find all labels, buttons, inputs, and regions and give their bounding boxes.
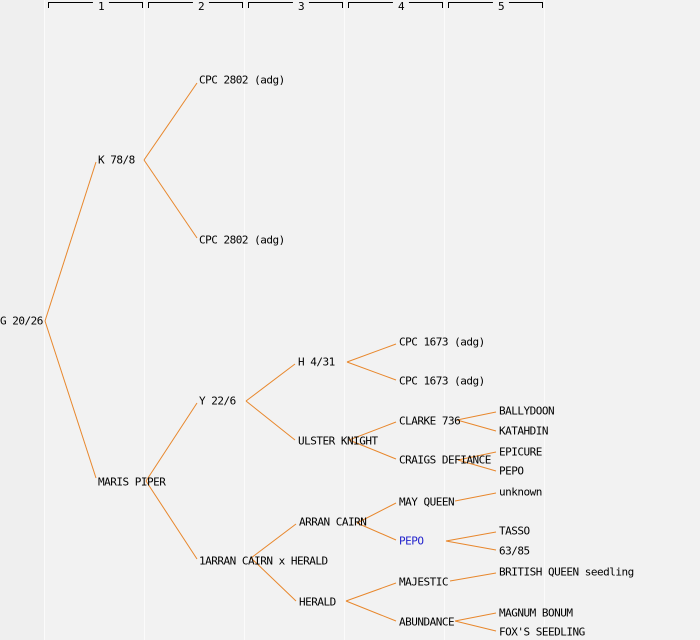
ruler-bracket: 4 bbox=[348, 1, 443, 13]
column-separator bbox=[344, 0, 345, 640]
node-label-majestic: MAJESTIC bbox=[399, 575, 448, 589]
left-margin bbox=[0, 0, 44, 640]
ruler-bracket: 5 bbox=[448, 1, 543, 13]
edge-line bbox=[143, 159, 198, 239]
edge-line bbox=[454, 620, 497, 632]
edge-line bbox=[445, 540, 497, 551]
edge-line bbox=[356, 522, 397, 541]
node-label-ulster-knight: ULSTER KNIGHT bbox=[298, 434, 378, 448]
node-label-epicure: EPICURE bbox=[499, 445, 542, 459]
ruler-label-5: 5 bbox=[492, 1, 510, 13]
node-label-foxs-seedling: FOX'S SEEDLING bbox=[499, 625, 585, 639]
edge-line bbox=[456, 411, 497, 421]
edge-line bbox=[348, 439, 397, 460]
edge-line bbox=[346, 361, 397, 381]
node-label-herald: HERALD bbox=[299, 595, 336, 609]
edge-line bbox=[250, 557, 297, 602]
node-label-craigs-defiance: CRAIGS DEFIANCE bbox=[399, 453, 491, 467]
column-separator bbox=[44, 0, 45, 640]
node-label-magnum-bonum: MAGNUM BONUM bbox=[499, 606, 573, 620]
edge-line bbox=[445, 531, 497, 542]
ruler-bracket: 1 bbox=[48, 1, 143, 13]
edge-line bbox=[345, 600, 397, 622]
node-label-cpc-2802-adg-2: CPC 2802 (adg) bbox=[199, 233, 285, 247]
node-label-arran-cairn: ARRAN CAIRN bbox=[299, 515, 367, 529]
node-label-arran-cairn-x-herald: 1ARRAN CAIRN x HERALD bbox=[199, 554, 328, 568]
node-label-katahdin: KATAHDIN bbox=[499, 424, 548, 438]
node-label-maris-piper: MARIS PIPER bbox=[98, 475, 166, 489]
edge-line bbox=[245, 400, 296, 441]
edge-line bbox=[145, 402, 198, 482]
edge-line bbox=[456, 419, 497, 432]
ruler-bracket: 3 bbox=[248, 1, 343, 13]
node-label-h-4-31: H 4/31 bbox=[298, 355, 335, 369]
column-separator bbox=[244, 0, 245, 640]
ruler-label-3: 3 bbox=[292, 1, 310, 13]
node-label-unknown: unknown bbox=[499, 485, 542, 499]
ruler-bracket: 2 bbox=[148, 1, 243, 13]
node-label-63-85: 63/85 bbox=[499, 544, 530, 558]
ruler-label-1: 1 bbox=[92, 1, 110, 13]
node-label-tasso: TASSO bbox=[499, 524, 530, 538]
ruler-label-2: 2 bbox=[192, 1, 210, 13]
ruler-label-4: 4 bbox=[392, 1, 410, 13]
edge-line bbox=[454, 612, 497, 622]
node-label-british-queen-seedling: BRITISH QUEEN seedling bbox=[499, 565, 634, 579]
edge-line bbox=[245, 363, 296, 402]
node-label-clarke-736: CLARKE 736 bbox=[399, 414, 461, 428]
node-label-cpc-2802-adg-1: CPC 2802 (adg) bbox=[199, 73, 285, 87]
node-label-abundance: ABUNDANCE bbox=[399, 615, 455, 629]
edge-line bbox=[145, 480, 198, 560]
column-separator bbox=[444, 0, 445, 640]
node-label-cpc-1673-adg-1: CPC 1673 (adg) bbox=[399, 335, 485, 349]
edge-line bbox=[44, 161, 97, 322]
node-label-y-22-6: Y 22/6 bbox=[199, 394, 236, 408]
node-label-cpc-1673-adg-2: CPC 1673 (adg) bbox=[399, 374, 485, 388]
edge-line bbox=[356, 502, 397, 524]
edge-line bbox=[250, 523, 297, 559]
edge-line bbox=[454, 492, 497, 502]
edge-line bbox=[346, 343, 397, 363]
edge-line bbox=[44, 320, 97, 479]
node-label-ballydoon: BALLYDOON bbox=[499, 404, 555, 418]
edge-line bbox=[345, 582, 397, 602]
node-label-pepo-2: PEPO bbox=[499, 464, 524, 478]
edge-line bbox=[348, 421, 397, 441]
edge-line bbox=[449, 572, 497, 582]
edge-line bbox=[457, 451, 497, 461]
column-separator bbox=[544, 0, 545, 640]
column-separator bbox=[144, 0, 145, 640]
edge-line bbox=[143, 82, 198, 161]
node-label-k-78-8: K 78/8 bbox=[98, 153, 135, 167]
node-label-may-queen: MAY QUEEN bbox=[399, 495, 455, 509]
node-label-g-20-26: G 20/26 bbox=[0, 314, 43, 328]
node-label-pepo-link[interactable]: PEPO bbox=[399, 534, 424, 548]
edge-line bbox=[457, 459, 497, 472]
